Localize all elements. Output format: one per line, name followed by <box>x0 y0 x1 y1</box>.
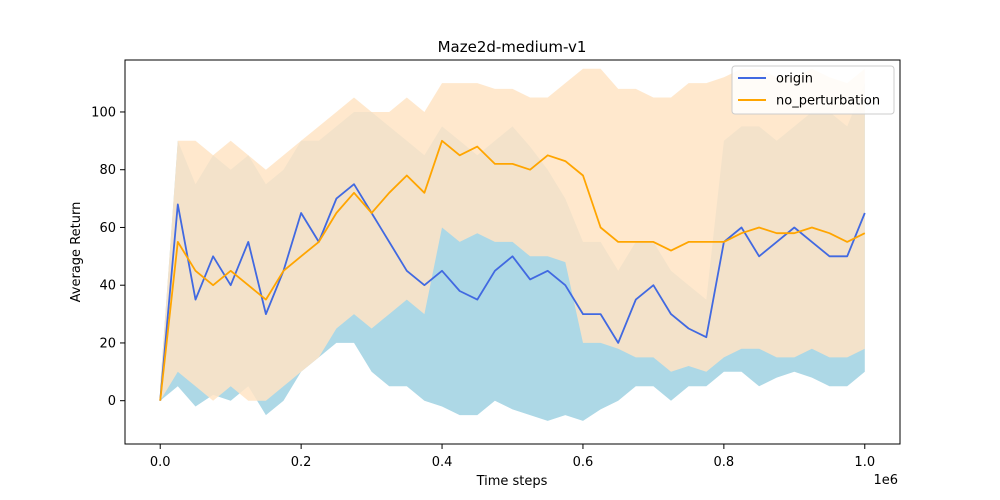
x-tick-label: 0.4 <box>432 455 453 470</box>
x-axis-offset-label: 1e6 <box>873 473 898 488</box>
x-axis: 0.0 0.2 0.4 0.6 0.8 1.0 <box>150 444 875 470</box>
series-line-no-perturbation <box>159 139 866 401</box>
series-band-no-perturbation <box>160 68 865 401</box>
y-tick-label: 0 <box>108 394 116 409</box>
legend: origin no_perturbation <box>731 65 895 115</box>
y-axis: 0 20 40 60 80 100 <box>91 105 125 409</box>
y-tick-label: 40 <box>99 279 116 294</box>
plot-area <box>159 68 866 421</box>
x-axis-label: Time steps <box>476 474 548 489</box>
legend-label-no-perturbation: no_perturbation <box>776 94 880 109</box>
x-tick-label: 0.6 <box>573 455 594 470</box>
series-line-origin <box>159 183 866 401</box>
x-tick-label: 0.2 <box>291 455 312 470</box>
y-tick-label: 100 <box>91 105 116 120</box>
y-tick-label: 60 <box>99 221 116 236</box>
legend-label-origin: origin <box>776 72 813 87</box>
x-tick-label: 0.8 <box>714 455 735 470</box>
y-axis-label: Average Return <box>69 202 84 303</box>
plot-frame <box>124 59 901 445</box>
chart-title: Maze2d-medium-v1 <box>438 38 587 56</box>
x-tick-label: 0.0 <box>150 455 171 470</box>
legend-box <box>731 65 895 115</box>
y-tick-label: 20 <box>99 336 116 351</box>
x-tick-label: 1.0 <box>854 455 875 470</box>
y-tick-label: 80 <box>99 163 116 178</box>
